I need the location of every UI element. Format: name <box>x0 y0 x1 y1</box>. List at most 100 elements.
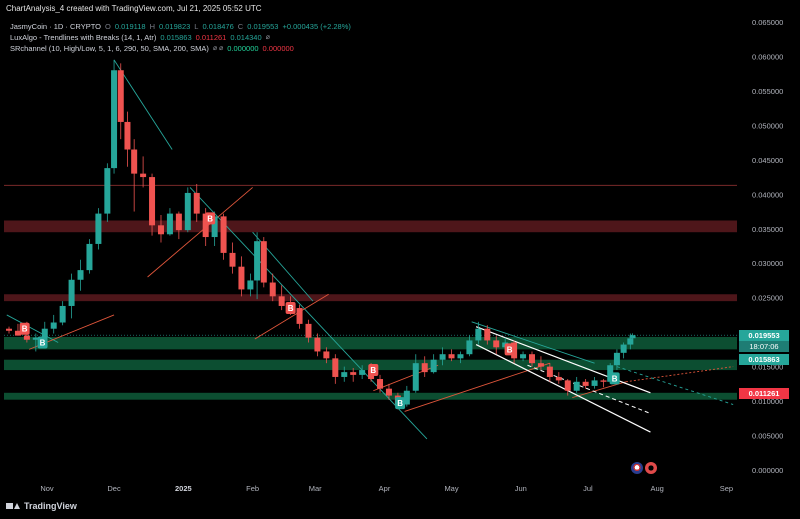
candle-body <box>50 322 57 329</box>
srchannel-value-2: 0.000000 <box>262 44 294 53</box>
chart-title: ChartAnalysis_4 created with TradingView… <box>6 4 262 13</box>
event-icon[interactable] <box>645 462 657 474</box>
price-tick-label: 0.040000 <box>752 190 783 199</box>
trendline <box>616 366 734 405</box>
candle-body <box>131 149 138 174</box>
candle-body <box>385 388 392 396</box>
trendline <box>475 344 651 433</box>
candle-body <box>629 335 636 339</box>
trendline <box>254 293 329 340</box>
candle-body <box>564 380 571 391</box>
price-tick-label: 0.060000 <box>752 52 783 61</box>
candle-body <box>254 241 261 281</box>
indicator-legend: JasmyCoin · 1D · CRYPTO O 0.019118 H 0.019… <box>10 21 351 54</box>
price-tick-label: 0.015000 <box>752 363 783 372</box>
candle-body <box>14 330 21 336</box>
candle-body <box>555 376 562 381</box>
candle-body <box>627 338 634 345</box>
candle-body <box>41 328 48 338</box>
luxalgo-value-3: 0.014340 <box>230 33 262 42</box>
close-value: 0.019553 <box>247 22 279 31</box>
trendline <box>147 187 253 278</box>
countdown-tag: 18:07:06 <box>739 341 789 352</box>
tradingview-logo-icon <box>6 501 20 511</box>
candle-body <box>229 252 236 267</box>
candle-body <box>421 363 428 373</box>
legend-luxalgo[interactable]: LuxAlgo - Trendlines with Breaks (14, 1,… <box>10 32 351 43</box>
signal-marker <box>368 364 379 377</box>
price-tick-label: 0.065000 <box>752 18 783 27</box>
us-flag-icon[interactable] <box>631 462 643 474</box>
candle-body <box>59 305 66 323</box>
candle-body <box>23 335 30 340</box>
candle-body <box>582 381 589 386</box>
candle-body <box>269 282 276 297</box>
low-value: 0.018476 <box>202 22 234 31</box>
price-tick-label: 0.010000 <box>752 397 783 406</box>
candle-body <box>193 192 200 214</box>
level-tag-2: 0.011261 <box>739 388 789 399</box>
time-tick-label: Apr <box>379 484 391 493</box>
candle-body <box>184 192 191 231</box>
candle-body <box>157 225 164 235</box>
luxalgo-name: LuxAlgo - Trendlines with Breaks (14, 1,… <box>10 33 157 42</box>
candle-body <box>475 328 482 341</box>
candle-body <box>403 390 410 405</box>
candle-body <box>95 213 102 244</box>
tradingview-brand[interactable]: TradingView <box>6 501 77 511</box>
eye-off-icon[interactable]: ⌀ <box>265 34 270 41</box>
eye-off-icon[interactable]: ⌀ ⌀ <box>212 45 224 52</box>
signal-marker <box>609 372 620 385</box>
legend-main[interactable]: JasmyCoin · 1D · CRYPTO O 0.019118 H 0.019… <box>10 21 351 32</box>
support-zone <box>4 336 737 350</box>
event-flags[interactable] <box>631 462 657 474</box>
candle-body <box>238 266 245 290</box>
time-tick-label: Aug <box>650 484 663 493</box>
candle-body <box>573 381 580 391</box>
candle-body <box>278 296 285 306</box>
time-tick-label: Sep <box>720 484 733 493</box>
candle-body <box>430 359 437 373</box>
low-label: L <box>194 22 199 31</box>
price-tick-label: 0.000000 <box>752 466 783 475</box>
candle-body <box>466 340 473 355</box>
candle-body <box>117 70 124 122</box>
candle-body <box>124 121 131 150</box>
candle-body <box>211 216 218 238</box>
resistance-zone <box>4 294 737 302</box>
candle-body <box>412 363 419 391</box>
candle-body <box>202 213 209 238</box>
open-value: 0.019118 <box>114 22 146 31</box>
candle-body <box>77 270 84 280</box>
luxalgo-value-1: 0.015863 <box>160 33 192 42</box>
price-tick-label: 0.005000 <box>752 432 783 441</box>
signal-marker <box>19 322 30 335</box>
price-tick-label: 0.030000 <box>752 259 783 268</box>
time-tick-label: May <box>444 484 458 493</box>
candle-body <box>305 323 312 338</box>
signal-marker <box>205 212 216 225</box>
open-label: O <box>105 22 111 31</box>
last-price-tag: 0.019553 <box>739 330 789 341</box>
signal-marker-label: B <box>288 304 294 313</box>
level-tag-1: 0.015863 <box>739 354 789 365</box>
price-tick-label: 0.050000 <box>752 121 783 130</box>
candle-body <box>546 366 553 377</box>
candle-body <box>140 173 147 178</box>
candle-body <box>620 344 627 353</box>
signal-marker-label: B <box>207 214 213 223</box>
legend-srchannel[interactable]: SRchannel (10, High/Low, 5, 1, 6, 290, 5… <box>10 43 351 54</box>
signal-marker-label: B <box>40 338 46 347</box>
time-tick-label: Feb <box>246 484 259 493</box>
high-label: H <box>149 22 155 31</box>
price-axis: 0.0000000.0050000.0100000.0150000.020000… <box>752 18 783 475</box>
candle-body <box>520 354 527 359</box>
srchannel-name: SRchannel (10, High/Low, 5, 1, 6, 290, 5… <box>10 44 209 53</box>
candle-body <box>32 337 39 340</box>
candle-body <box>613 352 620 366</box>
signal-marker-label: B <box>22 325 28 334</box>
luxalgo-value-2: 0.011261 <box>195 33 227 42</box>
signal-marker <box>285 302 296 315</box>
candle-body <box>448 354 455 359</box>
candle-body <box>149 177 156 226</box>
